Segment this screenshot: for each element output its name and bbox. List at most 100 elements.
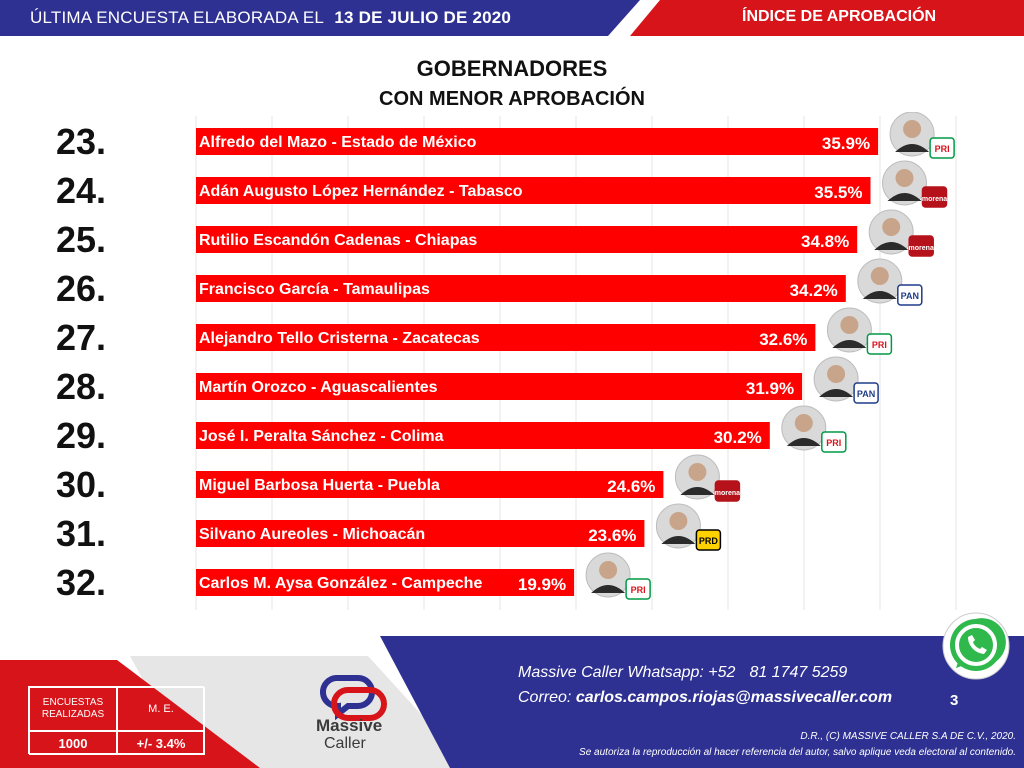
banner-red-section (630, 0, 1024, 36)
survey-info-table: ENCUESTAS REALIZADAS M. E. 1000 +/- 3.4% (28, 686, 205, 755)
avatar-body (874, 242, 909, 250)
rank-label: 28. (56, 366, 106, 407)
party-badge-box (929, 137, 955, 159)
governor-avatar (674, 454, 720, 500)
whatsapp-number: 81 1747 5259 (749, 664, 848, 681)
party-badge-text: morena (922, 196, 947, 203)
email-label: Correo: (518, 689, 572, 706)
rank-label: 32. (56, 562, 106, 603)
party-badge-box (921, 186, 948, 208)
bar (196, 373, 803, 400)
party-badge-text: PRI (872, 340, 887, 350)
chart-subtitle: CON MENOR APROBACIÓN (379, 88, 645, 110)
bar-value-label: 35.5% (814, 183, 862, 202)
rank-label: 27. (56, 317, 106, 358)
whatsapp-icon (942, 612, 1010, 680)
governor-avatar (781, 405, 827, 451)
bar-category-label: José I. Peralta Sánchez - Colima (199, 428, 444, 445)
party-logo-icon: PRI (929, 137, 955, 159)
party-badge-box (714, 480, 741, 502)
governor-avatar (655, 503, 701, 549)
chart-title: GOBERNADORES (416, 56, 608, 81)
bar (196, 226, 858, 253)
page-number: 3 (950, 692, 959, 709)
bar (196, 275, 846, 302)
party-badge-text: PRI (826, 438, 841, 448)
rank-label: 23. (56, 121, 106, 162)
party-logo-icon: morena (908, 235, 934, 257)
avatar-head (840, 316, 859, 334)
bar-value-label: 23.6% (588, 526, 636, 545)
surveys-value: 1000 (29, 731, 117, 755)
governor-avatar (813, 356, 859, 402)
footer-blue-band (380, 636, 1024, 768)
bar (196, 177, 871, 204)
party-logo-icon: PAN (853, 382, 879, 404)
party-badge-box (908, 235, 934, 257)
party-logo-icon: PRI (821, 431, 847, 453)
logo-word-caller: Caller (324, 735, 366, 752)
party-logo-icon: PRI (866, 333, 893, 355)
avatar-head (895, 169, 914, 187)
avatar-body (591, 585, 626, 593)
governor-avatar (585, 552, 631, 598)
bar (196, 520, 645, 547)
avatar-head (903, 120, 922, 138)
survey-date: 13 DE JULIO DE 2020 (334, 8, 512, 27)
bar-value-label: 34.2% (790, 281, 838, 300)
party-logo-icon: morena (921, 186, 948, 208)
reproduction-notice: Se autoriza la reproducción al hacer ref… (579, 747, 1016, 758)
party-logo-icon: PRI (625, 578, 651, 600)
party-badge-text: PRI (631, 585, 646, 595)
email-address: carlos.campos.riojas@massivecaller.com (575, 689, 893, 706)
approval-bar-chart: 23. Alfredo del Mazo - Estado de México 35… (56, 112, 957, 610)
party-badge-text: PAN (901, 291, 919, 301)
rank-label: 24. (56, 170, 106, 211)
rank-label: 31. (56, 513, 106, 554)
avatar-head (599, 561, 618, 579)
margin-error-header: M. E. (117, 687, 205, 731)
bar-value-label: 32.6% (759, 330, 807, 349)
bar-value-label: 19.9% (518, 575, 566, 594)
surveys-header: ENCUESTAS REALIZADAS (29, 687, 117, 731)
bar (196, 324, 816, 351)
party-badge-box (897, 284, 923, 306)
bar-value-label: 35.9% (822, 134, 870, 153)
party-logo-icon: PAN (897, 284, 923, 306)
party-badge-text: PAN (857, 389, 875, 399)
bar-category-label: Carlos M. Aysa González - Campeche (199, 575, 482, 592)
section-title: ÍNDICE DE APROBACIÓN (742, 8, 937, 25)
avatar-body (832, 340, 867, 348)
bar-category-label: Francisco García - Tamaulipas (199, 281, 430, 298)
party-badge-text: PRI (935, 144, 950, 154)
party-badge-box (821, 431, 847, 453)
avatar-head (794, 414, 813, 432)
bar-category-label: Miguel Barbosa Huerta - Puebla (199, 477, 440, 494)
banner-blue-section (0, 0, 640, 36)
avatar-head (870, 267, 889, 285)
rank-label: 29. (56, 415, 106, 456)
party-badge-box (695, 529, 722, 551)
avatar-head (827, 365, 846, 383)
bar-category-label: Alfredo del Mazo - Estado de México (199, 134, 477, 151)
party-badge-text: PRD (699, 536, 719, 546)
bar (196, 128, 879, 155)
rank-label: 30. (56, 464, 106, 505)
party-badge-text: morena (715, 490, 740, 497)
bar-category-label: Alejandro Tello Cristerna - Zacatecas (199, 330, 480, 347)
whatsapp-label: Massive Caller Whatsapp: +52 (518, 664, 736, 681)
governor-avatar (889, 112, 935, 157)
avatar-body (887, 193, 922, 201)
governor-avatar (868, 209, 914, 255)
governor-avatar (826, 307, 872, 353)
whatsapp-contact: Massive Caller Whatsapp: +52 81 1747 5259 (518, 664, 847, 682)
avatar-head (688, 463, 707, 481)
party-badge-box (866, 333, 893, 355)
governor-avatar (882, 160, 927, 206)
bar (196, 422, 770, 449)
bar-value-label: 34.8% (801, 232, 849, 251)
survey-label: ÚLTIMA ENCUESTA ELABORADA EL (30, 8, 324, 27)
bar-category-label: Silvano Aureoles - Michoacán (199, 526, 425, 543)
avatar-body (862, 291, 897, 299)
party-logo-icon: morena (714, 480, 741, 502)
